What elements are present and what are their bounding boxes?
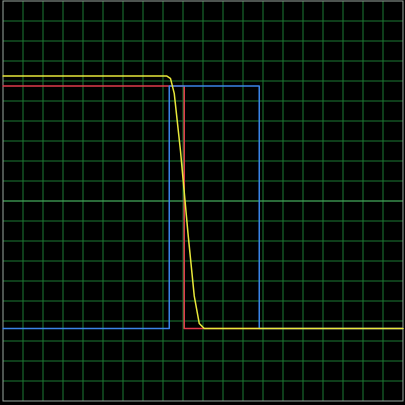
trace-series-3 [2, 75, 404, 330]
